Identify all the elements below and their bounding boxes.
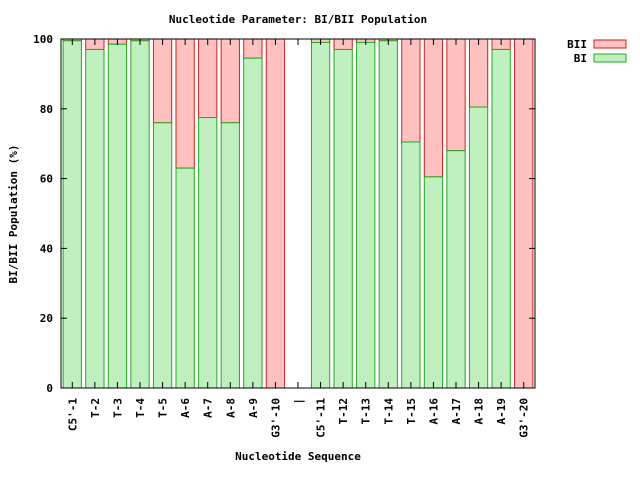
bar-bii-9 bbox=[265, 38, 286, 389]
x-axis-ticks: C5'-1 T-2 T-3 T-4 T-5 A-6 A-7 A-8 A-9 G3'-10 | C5'-… bbox=[66, 39, 531, 438]
legend-label-bii: BII bbox=[567, 38, 587, 51]
bar-bii-16 bbox=[423, 38, 444, 178]
bar-bii-5 bbox=[175, 38, 195, 169]
bar-bii-17 bbox=[446, 38, 466, 152]
x-tick-label-12: T-12 bbox=[337, 398, 350, 425]
x-tick-label-10: | bbox=[292, 398, 305, 405]
chart-title: Nucleotide Parameter: BI/BII Population bbox=[169, 13, 427, 26]
x-tick-label-16: A-16 bbox=[427, 398, 440, 425]
bar-bi-16 bbox=[423, 176, 444, 389]
x-tick-label-15: T-15 bbox=[405, 398, 418, 425]
x-tick-label-3: T-4 bbox=[134, 398, 147, 418]
x-tick-label-20: G3'-20 bbox=[518, 398, 531, 438]
x-tick-label-18: A-18 bbox=[473, 398, 486, 425]
x-tick-label-0: C5'-1 bbox=[66, 398, 79, 431]
x-tick-label-11: C5'-11 bbox=[315, 398, 328, 438]
y-tick-label-2: 40 bbox=[40, 242, 53, 255]
bar-bi-14 bbox=[378, 40, 398, 389]
bar-bii-7 bbox=[220, 38, 240, 124]
legend-swatch-bi bbox=[593, 53, 627, 63]
y-tick-label-4: 80 bbox=[40, 103, 53, 116]
y-tick-label-0: 0 bbox=[46, 382, 53, 395]
bar-bi-15 bbox=[401, 141, 421, 389]
bar-bi-19 bbox=[491, 48, 511, 389]
x-tick-label-13: T-13 bbox=[360, 398, 373, 425]
x-tick-label-1: T-2 bbox=[89, 398, 102, 418]
y-axis-ticks: 0 20 40 60 80 100 bbox=[33, 33, 535, 395]
bar-bi-2 bbox=[107, 43, 128, 389]
bar-bi-18 bbox=[468, 106, 489, 389]
legend-swatch-bii bbox=[593, 39, 627, 49]
bars-group bbox=[62, 38, 534, 389]
bar-bii-4 bbox=[152, 38, 173, 124]
bar-bi-12 bbox=[333, 48, 353, 389]
x-tick-label-8: A-9 bbox=[247, 398, 260, 418]
x-tick-label-4: T-5 bbox=[157, 398, 170, 418]
bar-bi-5 bbox=[175, 167, 195, 389]
bar-bi-6 bbox=[198, 117, 218, 389]
y-tick-label-3: 60 bbox=[40, 173, 53, 186]
bar-bii-20 bbox=[514, 38, 534, 389]
bar-bi-1 bbox=[85, 48, 105, 389]
bar-bi-17 bbox=[446, 150, 466, 389]
x-tick-label-14: T-14 bbox=[382, 398, 395, 425]
bar-bii-15 bbox=[401, 38, 421, 143]
bar-bi-0 bbox=[62, 40, 82, 389]
bar-bi-4 bbox=[152, 122, 173, 389]
bar-bii-6 bbox=[198, 38, 218, 119]
bar-bi-7 bbox=[220, 122, 240, 389]
bar-bi-11 bbox=[310, 41, 331, 389]
x-tick-label-2: T-3 bbox=[111, 398, 124, 418]
bar-bi-8 bbox=[243, 57, 263, 389]
x-tick-label-5: A-6 bbox=[179, 398, 192, 418]
bar-bi-13 bbox=[356, 41, 376, 389]
x-tick-label-19: A-19 bbox=[495, 398, 508, 425]
y-axis-label: BI/BII Population (%) bbox=[7, 144, 20, 283]
x-tick-label-9: G3'-10 bbox=[269, 398, 282, 438]
bar-bii-18 bbox=[468, 38, 489, 108]
y-tick-label-1: 20 bbox=[40, 312, 53, 325]
x-axis-label: Nucleotide Sequence bbox=[235, 450, 361, 463]
x-tick-label-7: A-8 bbox=[224, 398, 237, 418]
x-tick-label-17: A-17 bbox=[450, 398, 463, 425]
y-tick-label-5: 100 bbox=[33, 33, 53, 46]
bar-bi-3 bbox=[130, 40, 150, 389]
legend-label-bi: BI bbox=[574, 52, 587, 65]
x-tick-label-6: A-7 bbox=[202, 398, 215, 418]
